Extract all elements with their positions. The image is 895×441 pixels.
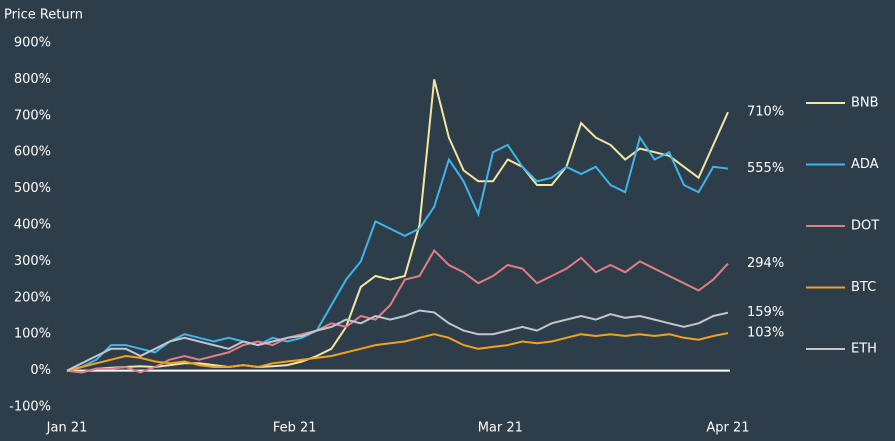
value-label: 103% — [747, 326, 784, 341]
x-tick-label: Feb 21 — [273, 421, 317, 436]
legend-label: BNB — [851, 96, 879, 111]
series-line — [66, 248, 729, 374]
y-tick-label: 800% — [14, 72, 51, 87]
series-line — [66, 135, 729, 372]
series-line — [66, 332, 729, 372]
y-tick-label: 300% — [14, 254, 51, 269]
series-line — [66, 79, 729, 374]
x-tick-label: Jan 21 — [46, 421, 88, 436]
y-tick-label: 400% — [14, 218, 51, 233]
y-tick-label: 900% — [14, 36, 51, 51]
legend-label: ETH — [851, 342, 877, 357]
value-label: 294% — [747, 256, 784, 271]
y-tick-label: -100% — [9, 400, 51, 415]
chart-title: Price Return — [4, 8, 83, 23]
value-label: 555% — [747, 161, 784, 176]
series-line — [66, 309, 729, 372]
legend-label: ADA — [851, 157, 879, 172]
y-tick-label: 600% — [14, 145, 51, 160]
y-tick-label: 0% — [30, 363, 51, 378]
x-tick-label: Apr 21 — [706, 421, 749, 436]
y-tick-label: 700% — [14, 108, 51, 123]
legend-label: BTC — [851, 280, 876, 295]
value-label: 710% — [747, 105, 784, 120]
legend-label: DOT — [851, 219, 879, 234]
value-label: 159% — [747, 305, 784, 320]
y-tick-label: 100% — [14, 327, 51, 342]
x-tick-label: Mar 21 — [478, 421, 523, 436]
y-tick-label: 200% — [14, 290, 51, 305]
y-tick-label: 500% — [14, 181, 51, 196]
